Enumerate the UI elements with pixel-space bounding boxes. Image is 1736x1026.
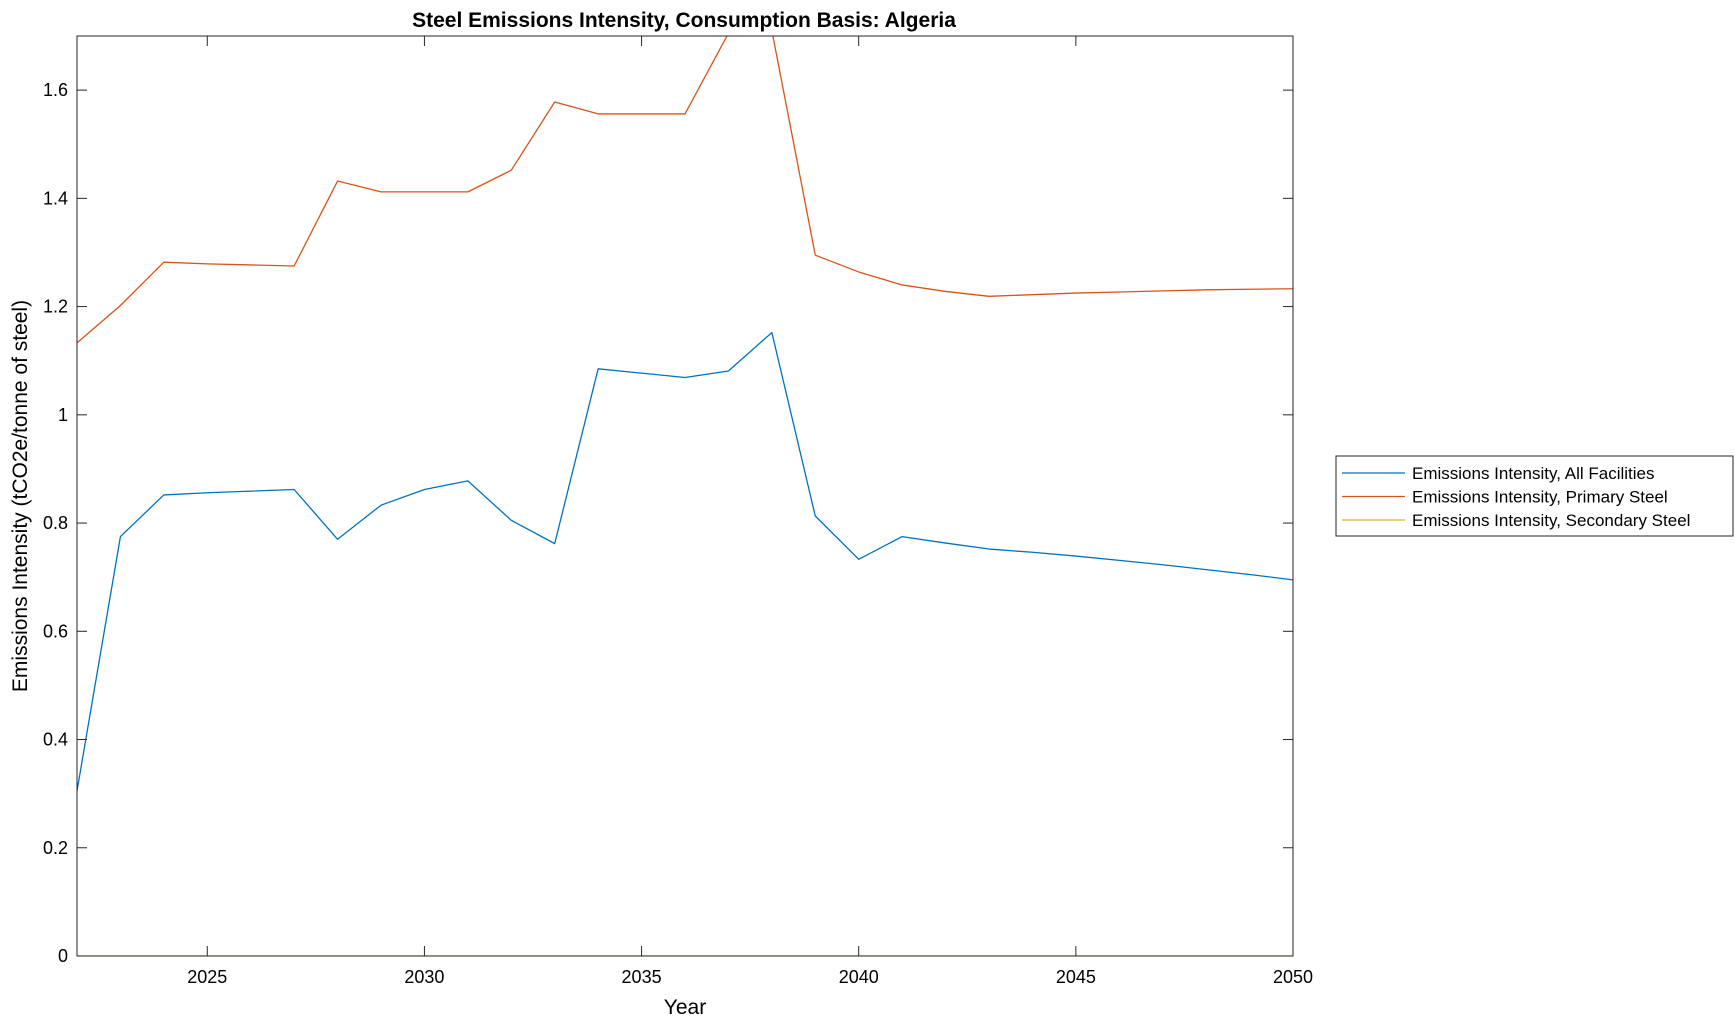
x-tick-label: 2025: [187, 967, 227, 987]
plot-frame: [76, 35, 1294, 957]
legend-label: Emissions Intensity, Primary Steel: [1412, 488, 1668, 507]
legend-label: Emissions Intensity, Secondary Steel: [1412, 511, 1690, 530]
x-axis: 2025 2030 2035 2040 2045 2050: [187, 36, 1313, 987]
y-axis: 0 0.2 0.4 0.6 0.8 1 1.2 1.4 1.6: [43, 80, 1293, 966]
y-tick-label: 0.8: [43, 513, 68, 533]
x-axis-label: Year: [664, 996, 706, 1019]
x-tick-label: 2030: [404, 967, 444, 987]
y-tick-label: 0.4: [43, 730, 68, 750]
y-axis-label: Emissions Intensity (tCO2e/tonne of stee…: [9, 300, 32, 692]
x-tick-label: 2040: [839, 967, 879, 987]
series-line-1: [77, 331, 1293, 792]
plot-area: [77, 36, 1293, 956]
y-tick-label: 0.2: [43, 838, 68, 858]
legend-label: Emissions Intensity, All Facilities: [1412, 464, 1654, 483]
x-tick-label: 2035: [622, 967, 662, 987]
y-tick-label: 1.4: [43, 188, 68, 208]
x-tick-label: 2045: [1056, 967, 1096, 987]
y-tick-label: 0: [58, 946, 68, 966]
y-tick-label: 1: [58, 405, 68, 425]
series-line-2: [77, 36, 1293, 344]
y-tick-label: 1.6: [43, 80, 68, 100]
y-tick-label: 0.6: [43, 621, 68, 641]
chart-title: Steel Emissions Intensity, Consumption B…: [412, 9, 956, 32]
x-tick-label: 2050: [1273, 967, 1313, 987]
y-tick-label: 1.2: [43, 297, 68, 317]
legend: Emissions Intensity, All Facilities Emiss…: [1335, 455, 1734, 537]
